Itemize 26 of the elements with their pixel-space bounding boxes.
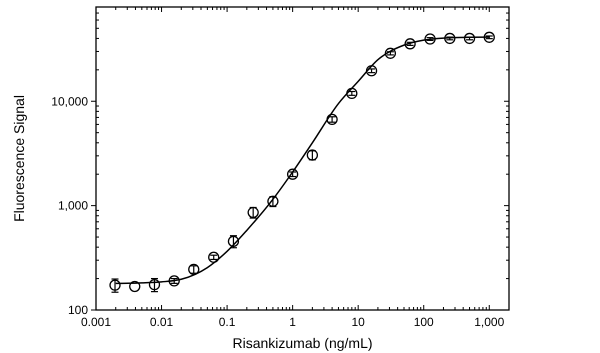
x-tick-label: 0.1 — [218, 315, 236, 329]
point — [129, 280, 140, 292]
y-tick-label: 1,000 — [58, 198, 88, 213]
point — [404, 38, 416, 50]
point — [168, 275, 180, 287]
point — [148, 278, 160, 290]
y-tick-label: 100 — [68, 303, 88, 317]
point — [326, 114, 338, 126]
point — [424, 33, 436, 45]
y-axis-title: Fluorescence Signal — [11, 95, 27, 222]
point — [286, 168, 298, 180]
x-tick-label: 0.001 — [80, 315, 112, 329]
x-tick-label: 10 — [352, 315, 366, 329]
x-tick-label: 100 — [414, 315, 434, 329]
point — [484, 32, 495, 43]
x-axis-title: Risankizumab (ng/mL) — [232, 335, 373, 351]
x-tick-label: 1 — [289, 315, 296, 329]
point — [208, 252, 220, 263]
point — [444, 32, 456, 44]
point — [384, 48, 396, 59]
point — [366, 65, 378, 76]
x-tick-label: 0.01 — [150, 315, 174, 329]
y-tick-label: 10,000 — [51, 94, 88, 108]
point — [464, 32, 476, 44]
point — [346, 88, 358, 100]
x-tick-label: 1,000 — [474, 315, 505, 329]
